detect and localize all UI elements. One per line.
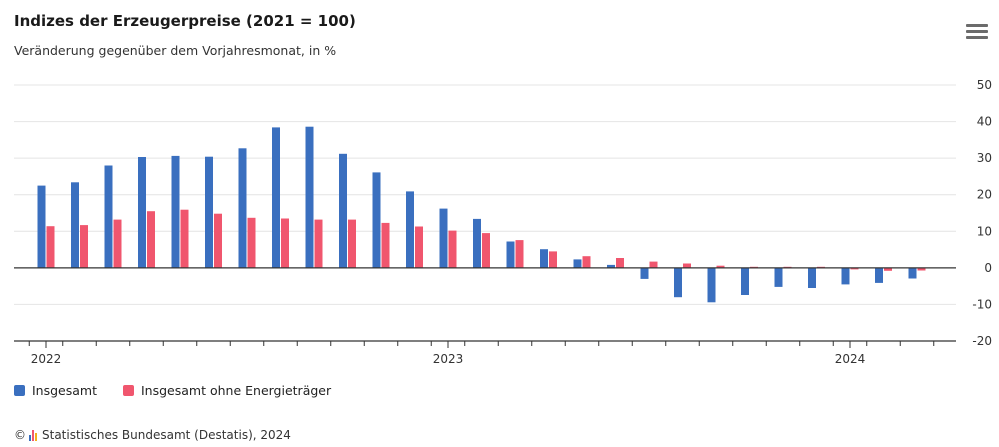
bar-insgesamt — [607, 264, 615, 268]
chart-title: Indizes der Erzeugerpreise (2021 = 100) — [14, 12, 356, 30]
destatis-logo-icon — [29, 429, 38, 441]
legend-item-ohne-energietraeger[interactable]: Insgesamt ohne Energieträger — [123, 383, 331, 398]
bar-insgesamt — [908, 267, 917, 279]
bar-insgesamt — [540, 249, 548, 268]
bar-insgesamt — [439, 208, 448, 268]
hamburger-menu-icon[interactable] — [966, 24, 988, 42]
bar-ohne-energietraeger — [281, 218, 289, 268]
bar-ohne-energietraeger — [850, 267, 859, 270]
bar-ohne-energietraeger — [716, 265, 725, 268]
axes — [14, 267, 956, 342]
bar-ohne-energietraeger — [46, 226, 55, 268]
x-axis-ticks: 2022 2023 2024 — [28, 341, 935, 366]
bar-ohne-energietraeger — [348, 219, 356, 268]
bar-ohne-energietraeger — [180, 209, 189, 268]
bar-insgesamt — [71, 182, 79, 268]
bar-ohne-energietraeger — [549, 251, 557, 268]
bar-insgesamt — [238, 148, 247, 268]
y-tick-label: 20 — [977, 188, 992, 202]
bar-ohne-energietraeger — [80, 225, 88, 268]
bar-ohne-energietraeger — [917, 267, 926, 271]
bar-ohne-energietraeger — [448, 230, 457, 268]
bar-insgesamt — [406, 191, 414, 268]
bar-insgesamt — [774, 267, 783, 287]
legend-swatch — [14, 385, 25, 396]
bar-insgesamt — [506, 241, 515, 268]
y-tick-label: 50 — [977, 78, 992, 92]
bar-insgesamt — [741, 267, 749, 295]
bar-insgesamt — [808, 267, 816, 288]
bar-insgesamt — [138, 157, 146, 268]
legend-label: Insgesamt — [32, 383, 97, 398]
bar-insgesamt — [104, 165, 113, 268]
copyright-symbol: © — [14, 428, 26, 442]
bar-ohne-energietraeger — [482, 233, 490, 268]
y-tick-label: 30 — [977, 151, 992, 165]
bar-insgesamt — [674, 267, 682, 298]
bar-insgesamt — [875, 267, 883, 283]
bar-insgesamt — [372, 172, 381, 268]
source-credit: © Statistisches Bundesamt (Destatis), 20… — [14, 428, 291, 442]
x-tick-label: 2023 — [433, 352, 464, 366]
bar-ohne-energietraeger — [381, 222, 390, 268]
bar-insgesamt — [473, 218, 481, 268]
bars — [37, 126, 926, 303]
bar-ohne-energietraeger — [616, 258, 624, 268]
legend: Insgesamt Insgesamt ohne Energieträger — [14, 383, 357, 398]
y-tick-label: 40 — [977, 115, 992, 129]
y-tick-label: 10 — [977, 224, 992, 238]
y-axis-ticks: 50 40 30 20 10 0 -10 -20 — [972, 78, 992, 348]
bar-insgesamt — [171, 155, 180, 268]
bar-ohne-energietraeger — [214, 213, 222, 268]
bar-insgesamt — [272, 127, 280, 268]
bar-insgesamt — [205, 156, 213, 268]
bar-ohne-energietraeger — [147, 211, 155, 268]
bar-ohne-energietraeger — [415, 226, 423, 268]
source-text: Statistisches Bundesamt (Destatis), 2024 — [42, 428, 291, 442]
chart-subtitle: Veränderung gegenüber dem Vorjahresmonat… — [14, 43, 337, 58]
y-tick-label: -20 — [972, 334, 992, 348]
legend-item-insgesamt[interactable]: Insgesamt — [14, 383, 97, 398]
y-tick-label: -10 — [972, 297, 992, 311]
bar-insgesamt — [305, 126, 314, 268]
bar-ohne-energietraeger — [649, 261, 658, 268]
legend-swatch — [123, 385, 134, 396]
grid-lines — [14, 84, 956, 305]
x-tick-label: 2024 — [835, 352, 866, 366]
bar-insgesamt — [37, 185, 46, 268]
bar-insgesamt — [573, 259, 582, 268]
bar-ohne-energietraeger — [113, 219, 122, 268]
bar-ohne-energietraeger — [582, 256, 591, 268]
bar-insgesamt — [640, 267, 649, 279]
legend-label: Insgesamt ohne Energieträger — [141, 383, 332, 398]
bar-insgesamt — [339, 153, 347, 268]
bar-ohne-energietraeger — [515, 240, 524, 268]
bar-ohne-energietraeger — [683, 263, 691, 268]
y-tick-label: 0 — [984, 261, 992, 275]
bar-ohne-energietraeger — [247, 217, 256, 268]
bar-ohne-energietraeger — [314, 219, 323, 268]
bar-insgesamt — [707, 267, 716, 303]
x-tick-label: 2022 — [31, 352, 62, 366]
bar-ohne-energietraeger — [884, 267, 892, 271]
bar-insgesamt — [841, 267, 850, 285]
